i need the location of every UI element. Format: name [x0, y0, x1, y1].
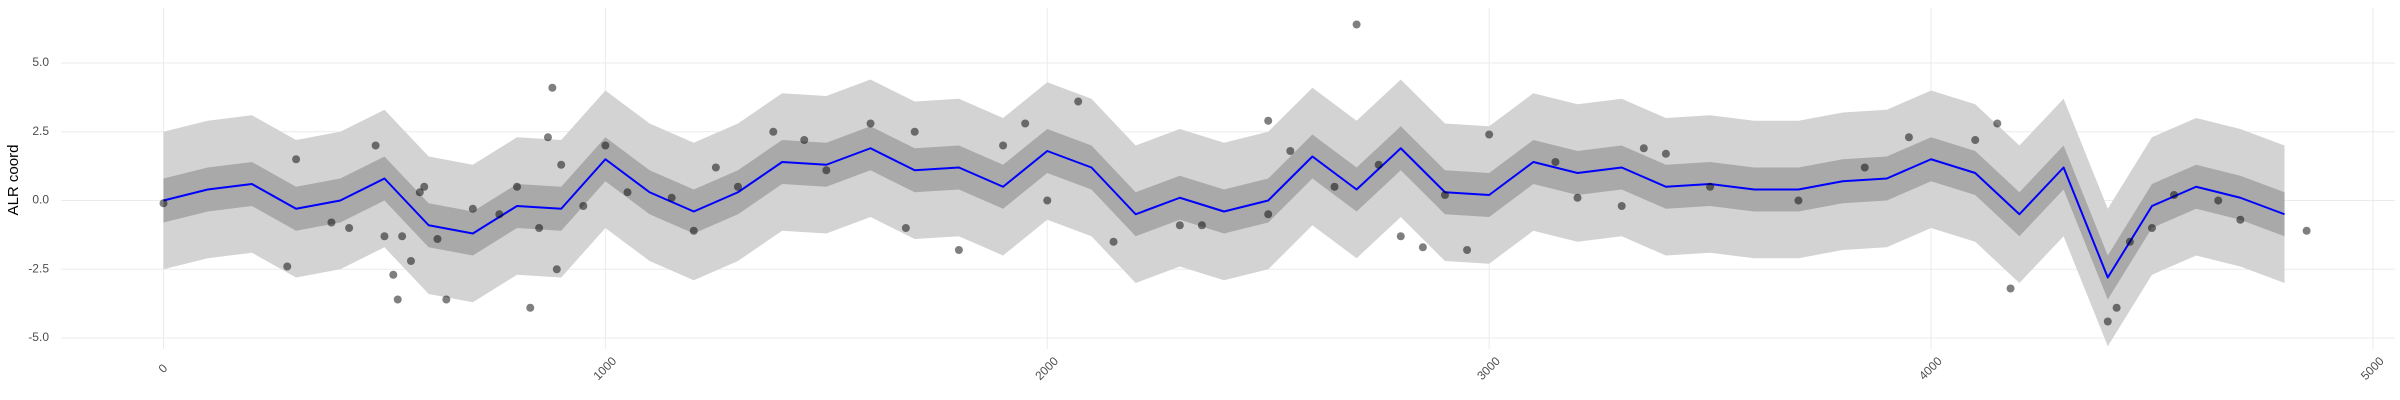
- data-point: [327, 218, 336, 227]
- data-point: [495, 210, 504, 219]
- data-point: [1021, 119, 1030, 128]
- data-point: [1971, 136, 1980, 144]
- data-point: [535, 224, 544, 232]
- data-point: [552, 265, 561, 274]
- data-point: [623, 188, 632, 197]
- y-tick-label: -2.5: [28, 261, 49, 275]
- x-tick-label: 0: [156, 361, 171, 376]
- data-point: [601, 141, 610, 150]
- data-point: [557, 160, 566, 169]
- x-tick-label: 3000: [1474, 354, 1503, 383]
- data-point: [733, 182, 742, 191]
- data-point: [1551, 158, 1560, 166]
- data-point: [1396, 232, 1405, 241]
- data-point: [1485, 130, 1494, 139]
- data-point: [1264, 116, 1273, 125]
- data-point: [999, 141, 1008, 150]
- data-point: [579, 202, 588, 210]
- data-point: [393, 295, 402, 304]
- x-tick-label: 1000: [590, 354, 619, 383]
- data-point: [468, 204, 477, 213]
- data-point: [711, 163, 720, 172]
- y-tick-label: -5.0: [28, 330, 49, 344]
- data-point: [2112, 303, 2121, 312]
- data-point: [1639, 144, 1648, 153]
- data-point: [1330, 182, 1339, 191]
- data-point: [1175, 221, 1184, 230]
- data-point: [1904, 133, 1913, 142]
- data-point: [1617, 202, 1626, 210]
- data-point: [345, 224, 354, 232]
- data-point: [1109, 237, 1118, 246]
- data-point: [389, 270, 398, 279]
- data-point: [2147, 224, 2156, 232]
- data-point: [1286, 147, 1295, 155]
- data-point: [2006, 284, 2015, 293]
- data-point: [800, 136, 809, 144]
- data-point: [2214, 196, 2223, 205]
- data-point: [1197, 221, 1206, 230]
- data-point: [910, 127, 919, 136]
- data-point: [1418, 243, 1427, 252]
- interval-band: [163, 126, 2285, 300]
- y-tick-label: 5.0: [32, 55, 49, 69]
- data-point: [526, 303, 535, 312]
- data-point: [822, 166, 831, 175]
- data-point: [689, 226, 698, 235]
- data-point: [1993, 119, 2002, 128]
- data-point: [2302, 226, 2311, 235]
- data-point: [513, 182, 522, 191]
- data-point: [415, 188, 424, 197]
- x-tick-label: 4000: [1916, 354, 1945, 383]
- data-point: [1860, 163, 1869, 172]
- data-point: [2125, 237, 2134, 246]
- data-point: [283, 262, 292, 271]
- y-axis-label: ALR coord: [5, 145, 22, 216]
- data-point: [433, 235, 442, 243]
- data-point: [1074, 97, 1083, 106]
- data-point: [1352, 20, 1361, 29]
- data-point: [769, 127, 778, 136]
- data-point: [1374, 160, 1383, 169]
- data-point: [2170, 191, 2179, 199]
- data-point: [1264, 210, 1273, 219]
- data-point: [380, 232, 389, 241]
- data-point: [2103, 317, 2112, 326]
- data-point: [371, 141, 380, 150]
- data-point: [398, 232, 407, 241]
- data-point: [1440, 191, 1449, 199]
- data-point: [406, 257, 415, 265]
- data-point: [2236, 215, 2245, 224]
- data-point: [667, 193, 676, 202]
- mean-line: [163, 147, 2285, 279]
- data-point: [1463, 246, 1472, 254]
- data-point: [159, 199, 168, 208]
- data-point: [420, 182, 429, 191]
- data-point: [1794, 196, 1803, 205]
- data-point: [1661, 149, 1670, 158]
- data-point: [548, 83, 557, 92]
- data-point: [901, 224, 910, 232]
- data-point: [1573, 193, 1582, 202]
- data-point: [1706, 182, 1715, 191]
- y-tick-label: 2.5: [32, 124, 49, 138]
- x-tick-label: 2000: [1032, 354, 1061, 383]
- data-point: [954, 246, 963, 254]
- data-point: [543, 133, 552, 142]
- data-point: [292, 155, 301, 164]
- data-point: [866, 119, 875, 128]
- data-point: [442, 295, 451, 304]
- data-point: [1043, 196, 1052, 205]
- x-tick-label: 5000: [2358, 354, 2387, 383]
- y-tick-label: 0.0: [32, 193, 49, 207]
